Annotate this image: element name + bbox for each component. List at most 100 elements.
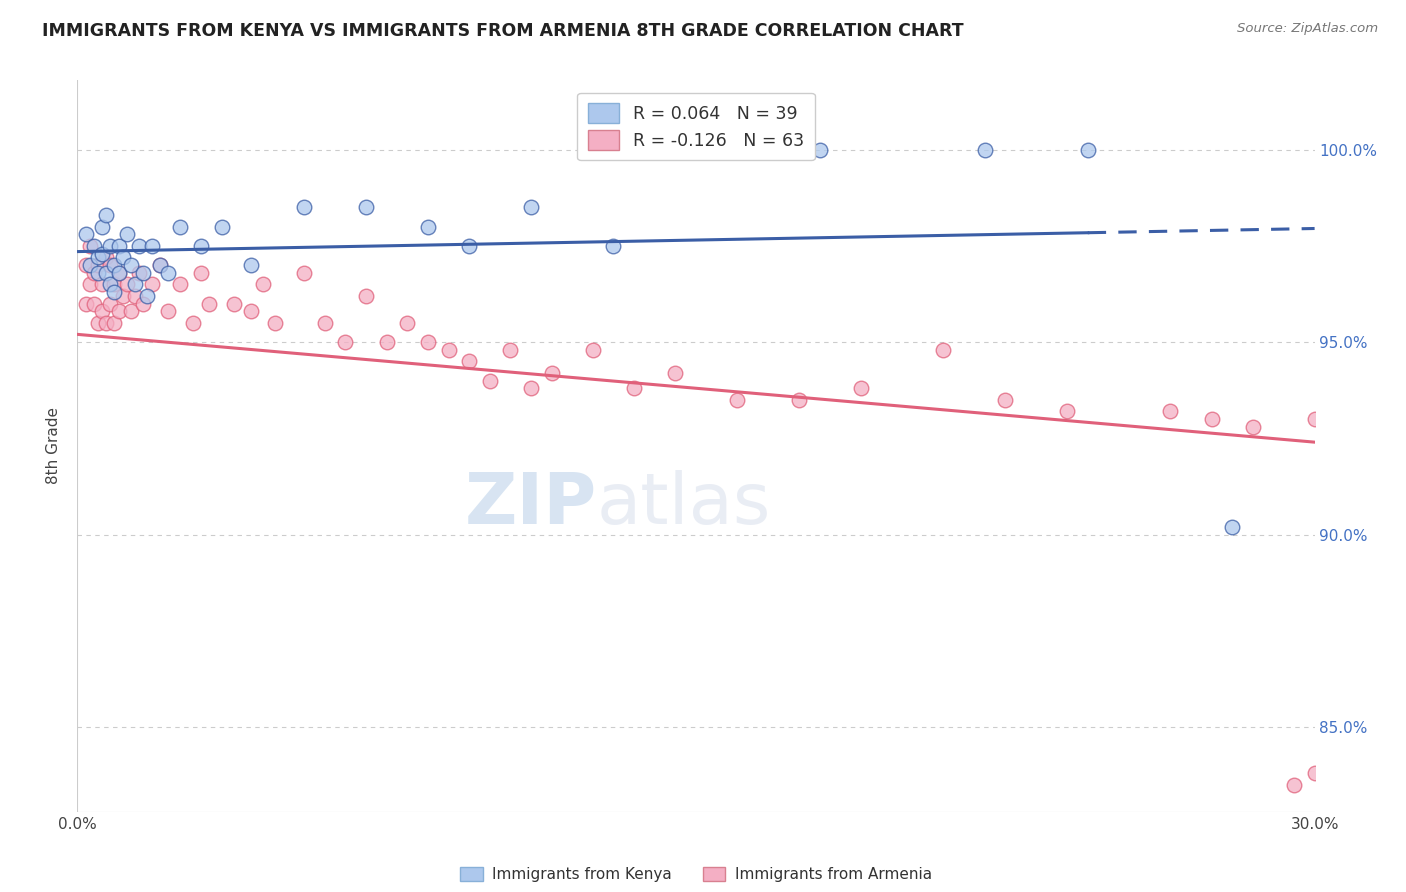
- Point: [416, 219, 439, 234]
- Point: [520, 200, 543, 214]
- Point: [157, 266, 180, 280]
- Point: [292, 200, 315, 214]
- Point: [96, 316, 118, 330]
- Point: [354, 200, 377, 214]
- Point: [664, 366, 686, 380]
- Point: [149, 258, 172, 272]
- Point: [252, 277, 274, 292]
- Text: ZIP: ZIP: [465, 470, 598, 539]
- Point: [124, 277, 146, 292]
- Point: [1077, 143, 1099, 157]
- Point: [107, 266, 129, 280]
- Text: atlas: atlas: [598, 470, 772, 539]
- Point: [808, 143, 831, 157]
- Point: [91, 219, 114, 234]
- Point: [115, 227, 138, 242]
- Point: [91, 277, 114, 292]
- Point: [107, 239, 129, 253]
- Point: [75, 296, 97, 310]
- Point: [849, 381, 872, 395]
- Point: [416, 334, 439, 349]
- Point: [1303, 766, 1326, 780]
- Point: [623, 381, 645, 395]
- Point: [190, 239, 212, 253]
- Point: [437, 343, 460, 357]
- Point: [335, 334, 357, 349]
- Point: [396, 316, 419, 330]
- Point: [499, 343, 522, 357]
- Point: [79, 258, 101, 272]
- Point: [98, 258, 121, 272]
- Point: [478, 374, 501, 388]
- Point: [132, 296, 155, 310]
- Point: [103, 316, 125, 330]
- Point: [111, 251, 134, 265]
- Text: IMMIGRANTS FROM KENYA VS IMMIGRANTS FROM ARMENIA 8TH GRADE CORRELATION CHART: IMMIGRANTS FROM KENYA VS IMMIGRANTS FROM…: [42, 22, 963, 40]
- Point: [83, 239, 105, 253]
- Point: [96, 266, 118, 280]
- Point: [190, 266, 212, 280]
- Point: [120, 258, 142, 272]
- Point: [115, 277, 138, 292]
- Point: [198, 296, 221, 310]
- Point: [1241, 419, 1264, 434]
- Point: [75, 258, 97, 272]
- Point: [75, 227, 97, 242]
- Point: [103, 277, 125, 292]
- Point: [87, 266, 110, 280]
- Point: [520, 381, 543, 395]
- Point: [98, 277, 121, 292]
- Point: [458, 239, 481, 253]
- Point: [540, 366, 562, 380]
- Point: [157, 304, 180, 318]
- Point: [87, 316, 110, 330]
- Point: [169, 277, 191, 292]
- Point: [1220, 520, 1243, 534]
- Point: [79, 277, 101, 292]
- Point: [91, 304, 114, 318]
- Point: [1303, 412, 1326, 426]
- Point: [87, 258, 110, 272]
- Point: [141, 239, 163, 253]
- Point: [128, 266, 150, 280]
- Point: [111, 289, 134, 303]
- Point: [132, 266, 155, 280]
- Point: [83, 266, 105, 280]
- Point: [1282, 778, 1305, 792]
- Point: [87, 251, 110, 265]
- Point: [1201, 412, 1223, 426]
- Text: Source: ZipAtlas.com: Source: ZipAtlas.com: [1237, 22, 1378, 36]
- Point: [83, 296, 105, 310]
- Point: [91, 246, 114, 260]
- Point: [932, 343, 955, 357]
- Point: [222, 296, 245, 310]
- Point: [120, 304, 142, 318]
- Point: [458, 354, 481, 368]
- Point: [103, 285, 125, 299]
- Point: [169, 219, 191, 234]
- Point: [96, 208, 118, 222]
- Point: [98, 239, 121, 253]
- Legend: Immigrants from Kenya, Immigrants from Armenia: Immigrants from Kenya, Immigrants from A…: [454, 861, 938, 888]
- Point: [96, 251, 118, 265]
- Point: [375, 334, 398, 349]
- Point: [973, 143, 995, 157]
- Point: [79, 239, 101, 253]
- Point: [314, 316, 336, 330]
- Point: [582, 343, 605, 357]
- Point: [181, 316, 204, 330]
- Point: [602, 239, 624, 253]
- Point: [1056, 404, 1078, 418]
- Point: [354, 289, 377, 303]
- Point: [107, 266, 129, 280]
- Point: [124, 289, 146, 303]
- Point: [107, 304, 129, 318]
- Point: [239, 258, 262, 272]
- Point: [128, 239, 150, 253]
- Point: [103, 258, 125, 272]
- Point: [136, 289, 159, 303]
- Point: [994, 392, 1017, 407]
- Point: [292, 266, 315, 280]
- Point: [239, 304, 262, 318]
- Point: [98, 296, 121, 310]
